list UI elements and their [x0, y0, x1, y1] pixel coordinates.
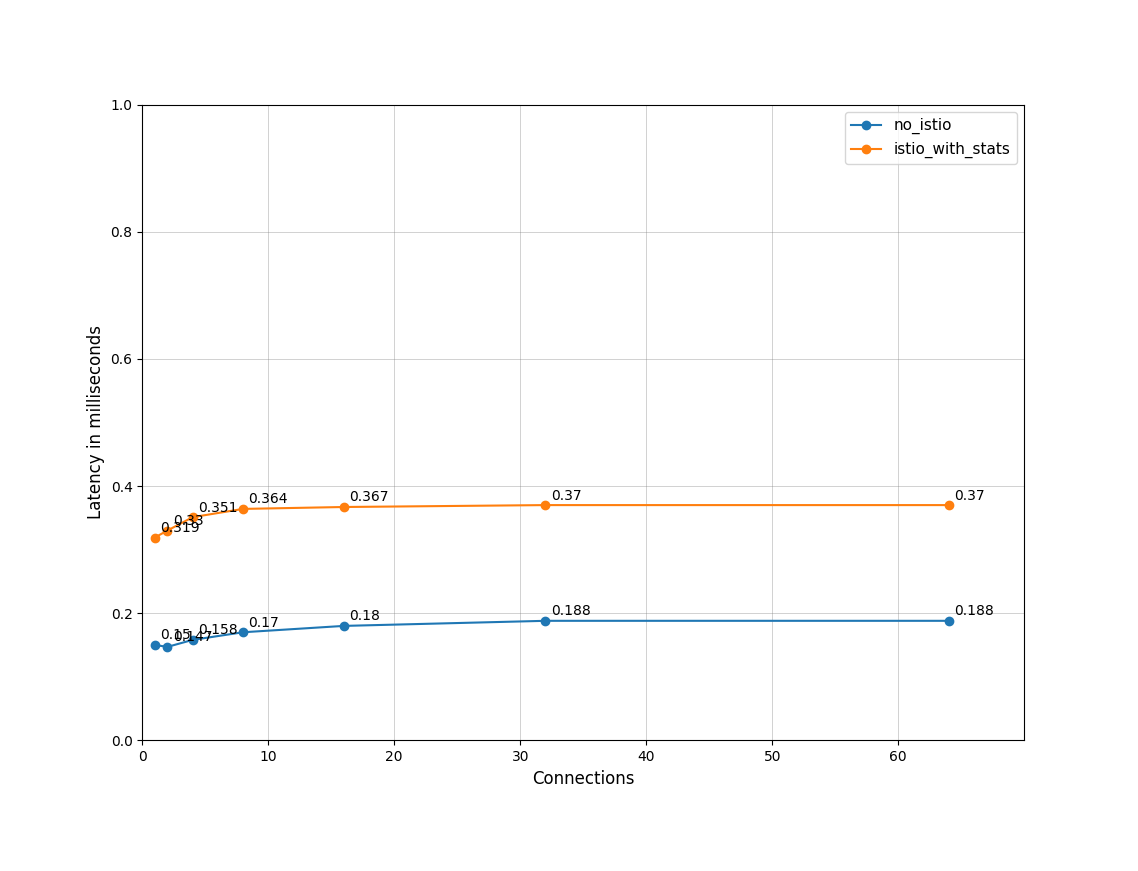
- no_istio: [337, 621, 351, 631]
- istio_with_stats: [237, 503, 250, 514]
- no_istio: [538, 616, 552, 626]
- istio_with_stats: [160, 525, 174, 536]
- no_istio: [185, 635, 199, 645]
- Text: 0.33: 0.33: [173, 514, 204, 528]
- Y-axis label: Latency in milliseconds: Latency in milliseconds: [86, 326, 105, 519]
- Text: 0.37: 0.37: [551, 489, 582, 503]
- Text: 0.188: 0.188: [551, 604, 591, 618]
- X-axis label: Connections: Connections: [531, 770, 635, 787]
- Text: 0.188: 0.188: [954, 604, 993, 618]
- Legend: no_istio, istio_with_stats: no_istio, istio_with_stats: [844, 112, 1016, 165]
- no_istio: [237, 627, 250, 638]
- Line: no_istio: no_istio: [150, 617, 953, 651]
- Text: 0.15: 0.15: [160, 628, 191, 643]
- Text: 0.158: 0.158: [198, 624, 238, 638]
- istio_with_stats: [185, 512, 199, 523]
- Text: 0.319: 0.319: [160, 521, 200, 535]
- Text: 0.351: 0.351: [198, 501, 238, 515]
- Text: 0.37: 0.37: [954, 489, 984, 503]
- istio_with_stats: [337, 502, 351, 512]
- no_istio: [148, 639, 162, 650]
- Text: 0.364: 0.364: [248, 492, 288, 506]
- Text: 0.18: 0.18: [349, 610, 380, 624]
- istio_with_stats: [942, 500, 956, 510]
- Text: 0.367: 0.367: [349, 490, 389, 504]
- Line: istio_with_stats: istio_with_stats: [150, 501, 953, 542]
- istio_with_stats: [148, 532, 162, 543]
- no_istio: [160, 642, 174, 652]
- no_istio: [942, 616, 956, 626]
- istio_with_stats: [538, 500, 552, 510]
- Text: 0.17: 0.17: [248, 616, 279, 630]
- Text: 0.147: 0.147: [173, 631, 213, 645]
